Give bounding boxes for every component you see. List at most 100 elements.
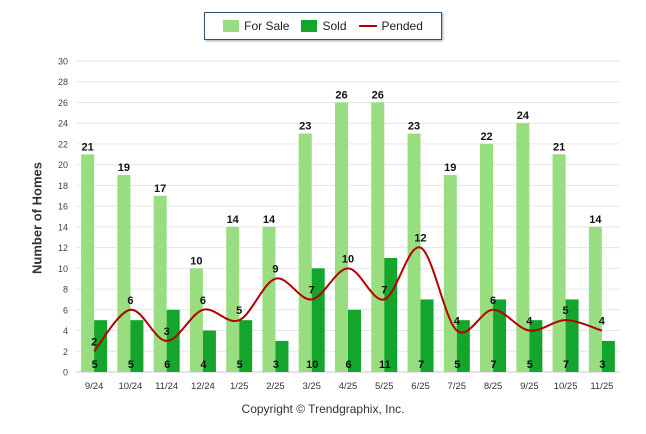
data-label-pended: 4 [599, 316, 606, 328]
data-label-sold: 6 [164, 359, 170, 371]
bar-for-sale [588, 226, 602, 372]
data-label-pended: 2 [91, 336, 97, 348]
bar-for-sale [516, 123, 530, 372]
data-label-pended: 7 [381, 284, 387, 296]
line-pended [93, 246, 603, 352]
data-label-pended: 7 [309, 284, 315, 296]
bar-sold [420, 299, 434, 372]
bar-sold [529, 320, 543, 372]
y-axis-title: Number of Homes [29, 162, 45, 274]
legend-swatch-for-sale [223, 20, 240, 32]
legend-item-pended[interactable]: Pended [358, 19, 423, 33]
data-label-sold: 3 [273, 359, 279, 371]
legend-swatch-pended [358, 25, 377, 27]
x-tick-label: 3/25 [302, 381, 321, 392]
data-label-for-sale: 10 [190, 255, 202, 267]
y-tick-label: 20 [58, 160, 68, 170]
y-tick-label: 10 [58, 264, 68, 274]
x-tick-label: 7/25 [448, 381, 467, 392]
data-label-sold: 6 [345, 359, 351, 371]
x-tick-label: 9/25 [520, 381, 539, 392]
data-label-for-sale: 26 [372, 89, 384, 101]
data-label-for-sale: 14 [227, 214, 240, 226]
data-label-for-sale: 22 [480, 131, 492, 143]
bar-for-sale [552, 154, 566, 372]
data-label-sold: 5 [237, 359, 243, 371]
bar-sold [493, 299, 507, 372]
data-label-pended: 4 [454, 316, 461, 328]
bar-for-sale [407, 133, 421, 372]
data-label-pended: 12 [414, 233, 426, 245]
data-label-for-sale: 19 [118, 162, 130, 174]
data-label-sold: 7 [418, 359, 424, 371]
x-tick-label: 4/25 [339, 381, 358, 392]
y-tick-label: 16 [58, 202, 68, 212]
bar-sold [239, 320, 253, 372]
data-label-for-sale: 17 [154, 183, 166, 195]
bar-for-sale [189, 268, 203, 372]
y-tick-label: 8 [63, 285, 68, 295]
legend-item-for-sale[interactable]: For Sale [223, 19, 289, 33]
legend-label-sold: Sold [322, 19, 347, 33]
y-tick-label: 0 [63, 368, 68, 378]
x-tick-label: 1/25 [230, 381, 249, 392]
bar-sold [348, 309, 361, 372]
x-tick-label: 8/25 [484, 381, 503, 392]
data-label-sold: 3 [599, 359, 605, 371]
data-label-pended: 5 [563, 305, 569, 317]
legend-label-for-sale: For Sale [244, 19, 290, 33]
legend-item-sold[interactable]: Sold [301, 19, 347, 33]
bar-sold [275, 340, 289, 372]
bar-for-sale [153, 195, 167, 372]
bar-for-sale [480, 143, 494, 372]
bar-for-sale [335, 102, 348, 372]
y-tick-label: 26 [58, 98, 68, 108]
legend-label-pended: Pended [381, 19, 423, 33]
data-label-pended: 9 [272, 264, 278, 276]
data-label-for-sale: 24 [517, 110, 530, 122]
data-label-pended: 6 [200, 295, 206, 307]
data-label-sold: 11 [379, 359, 391, 371]
bar-for-sale [117, 175, 131, 372]
data-label-sold: 5 [454, 359, 460, 371]
x-tick-label: 6/25 [411, 381, 430, 392]
legend: For Sale Sold Pended [204, 12, 442, 40]
y-tick-label: 12 [58, 243, 68, 253]
data-label-pended: 4 [526, 316, 533, 328]
bar-sold [601, 340, 615, 372]
bar-for-sale [81, 154, 95, 372]
y-tick-label: 6 [63, 305, 68, 315]
data-label-pended: 6 [127, 295, 133, 307]
data-label-for-sale: 14 [263, 214, 276, 226]
data-label-sold: 5 [92, 359, 98, 371]
data-label-sold: 5 [128, 359, 134, 371]
y-tick-label: 30 [58, 57, 68, 67]
bar-for-sale [443, 175, 457, 372]
data-label-sold: 4 [200, 359, 207, 371]
y-tick-label: 4 [63, 326, 68, 336]
y-tick-label: 28 [58, 77, 68, 87]
data-label-for-sale: 23 [408, 121, 420, 133]
x-tick-label: 11/25 [590, 381, 613, 392]
bar-for-sale [262, 226, 276, 372]
x-tick-label: 11/24 [155, 381, 178, 392]
bar-sold [166, 309, 180, 372]
data-label-pended: 10 [342, 253, 354, 265]
x-tick-label: 10/24 [119, 381, 143, 392]
y-tick-label: 18 [58, 181, 68, 191]
y-tick-label: 14 [58, 222, 68, 232]
data-label-sold: 10 [306, 359, 318, 371]
x-tick-label: 2/25 [266, 381, 285, 392]
data-label-for-sale: 21 [82, 141, 94, 153]
bar-for-sale [298, 133, 312, 372]
x-tick-label: 10/25 [554, 381, 578, 392]
data-label-sold: 7 [491, 359, 497, 371]
x-tick-label: 5/25 [375, 381, 394, 392]
data-label-for-sale: 21 [553, 141, 565, 153]
data-label-for-sale: 23 [299, 121, 311, 133]
bar-sold [565, 299, 579, 372]
y-tick-label: 2 [63, 347, 68, 357]
bar-sold [94, 320, 108, 372]
x-tick-label: 9/24 [85, 381, 104, 392]
